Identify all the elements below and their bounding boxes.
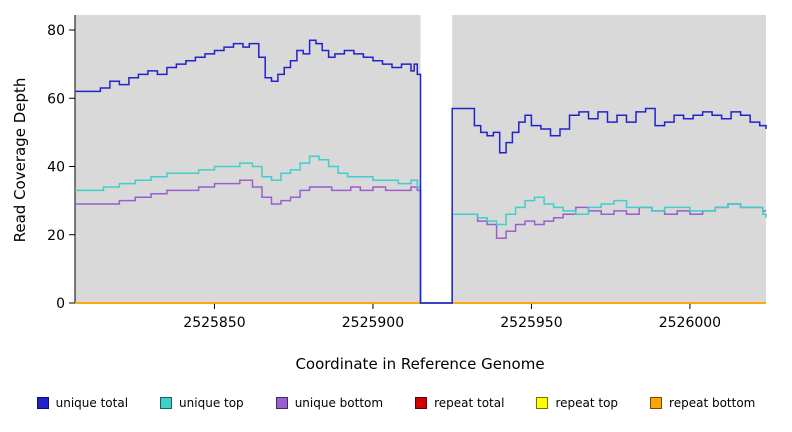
legend-item-repeat-bottom: repeat bottom <box>650 396 755 410</box>
legend-item-repeat-total: repeat total <box>415 396 504 410</box>
x-tick-label: 2526000 <box>659 315 721 331</box>
legend-item-unique-total: unique total <box>36 396 129 410</box>
legend-swatch-repeat-bottom <box>650 397 663 409</box>
chart-legend: unique total unique top unique bottom repea… <box>0 396 792 410</box>
legend-swatch-unique-total <box>36 397 49 409</box>
y-tick-label: 20 <box>47 228 65 244</box>
legend-swatch-unique-bottom <box>275 397 288 409</box>
legend-label: unique total <box>55 396 129 410</box>
legend-label: unique top <box>179 396 244 410</box>
x-axis-label: Coordinate in Reference Genome <box>295 355 545 373</box>
legend-swatch-repeat-top <box>536 397 549 409</box>
y-tick-label: 40 <box>47 160 65 176</box>
legend-label: unique bottom <box>294 396 384 410</box>
coverage-gap-region <box>420 15 453 303</box>
coverage-chart: 2525850 2525900 2525950 2526000 0 20 40 60 80 <box>47 15 767 331</box>
y-axis-label: Read Coverage Depth <box>11 77 29 243</box>
x-tick-label: 2525900 <box>342 315 404 331</box>
legend-label: repeat total <box>434 396 505 410</box>
legend-label: repeat bottom <box>669 396 756 410</box>
legend-item-unique-top: unique top <box>160 396 244 410</box>
series-unique-total <box>75 39 767 304</box>
x-tick-label: 2525850 <box>183 315 245 331</box>
legend-item-unique-bottom: unique bottom <box>275 396 384 410</box>
y-tick-label: 0 <box>56 296 65 312</box>
y-tick-label: 60 <box>47 91 65 107</box>
x-tick-label: 2525950 <box>500 315 562 331</box>
legend-item-repeat-top: repeat top <box>536 396 618 410</box>
y-tick-label: 80 <box>47 23 65 39</box>
legend-swatch-repeat-total <box>415 397 428 409</box>
legend-label: repeat top <box>555 396 619 410</box>
legend-swatch-unique-top <box>160 397 173 409</box>
